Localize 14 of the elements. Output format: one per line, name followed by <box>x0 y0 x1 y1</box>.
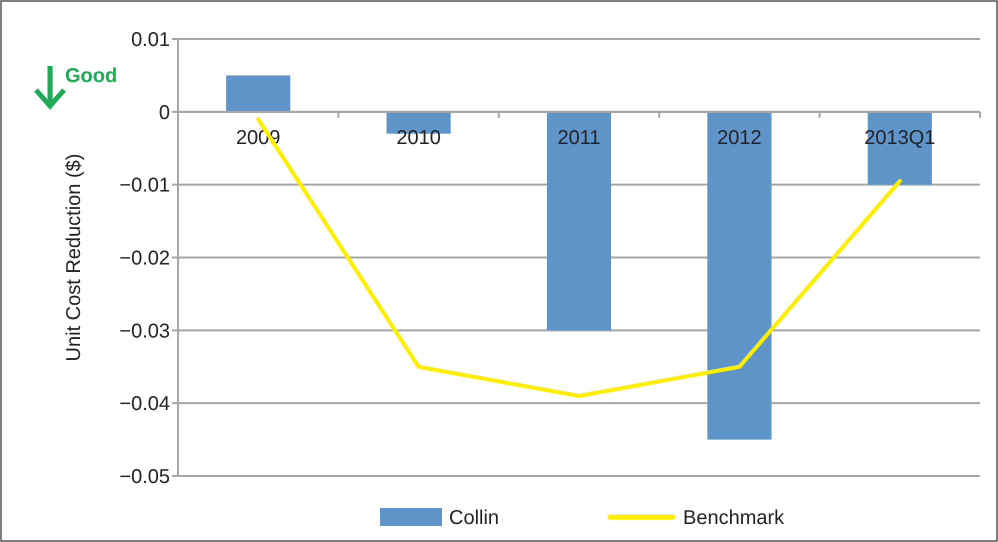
y-tick-label: −0.03 <box>119 320 170 342</box>
x-tick-label: 2011 <box>557 126 601 149</box>
x-tick-label: 2010 <box>396 126 441 149</box>
y-axis-title: Unit Cost Reduction ($) <box>63 154 85 362</box>
y-tick-label: −0.04 <box>119 393 170 416</box>
x-tick-label: 2012 <box>717 126 762 149</box>
y-tick-label: −0.01 <box>119 174 170 197</box>
y-tick-label: −0.05 <box>119 466 170 488</box>
text: Good <box>65 65 118 87</box>
y-tick-label: −0.02 <box>119 248 170 270</box>
legend-label: Collin <box>449 507 500 529</box>
y-tick-label: 0.01 <box>131 29 170 51</box>
legend-label: Benchmark <box>683 507 786 529</box>
y-tick-label: 0 <box>158 102 170 124</box>
